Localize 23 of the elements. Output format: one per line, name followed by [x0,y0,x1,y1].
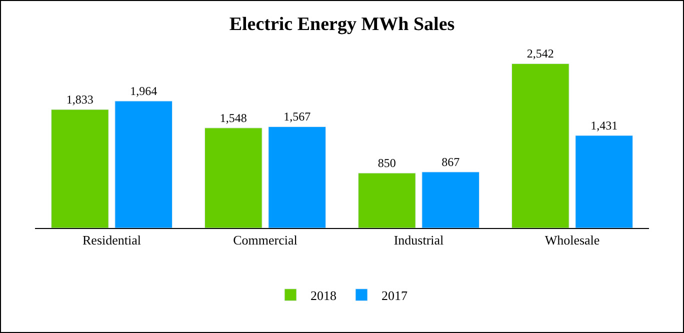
bar [204,128,262,228]
legend-label: 2017 [382,288,408,303]
bar [575,135,634,228]
data-label: 850 [378,156,396,170]
bar [50,109,109,228]
x-tick-label: Residential [82,232,142,248]
data-label: 867 [442,154,460,169]
data-label: 1,548 [220,110,247,125]
bar [358,172,416,228]
data-label: 1,431 [590,118,618,132]
bar [511,63,570,228]
x-tick-label: Commercial [233,232,298,248]
bar [268,126,326,228]
x-tick-label: Wholesale [544,232,600,248]
data-label: 1,833 [66,92,94,106]
data-label: 1,567 [284,110,311,124]
bar [422,172,480,228]
data-label: 2,542 [526,46,554,61]
chart-title: Electric Energy MWh Sales [229,14,455,35]
legend-label: 2018 [310,288,336,303]
bar [114,100,173,228]
data-label: 1,964 [130,84,158,98]
x-tick-label: Industrial [394,232,444,248]
